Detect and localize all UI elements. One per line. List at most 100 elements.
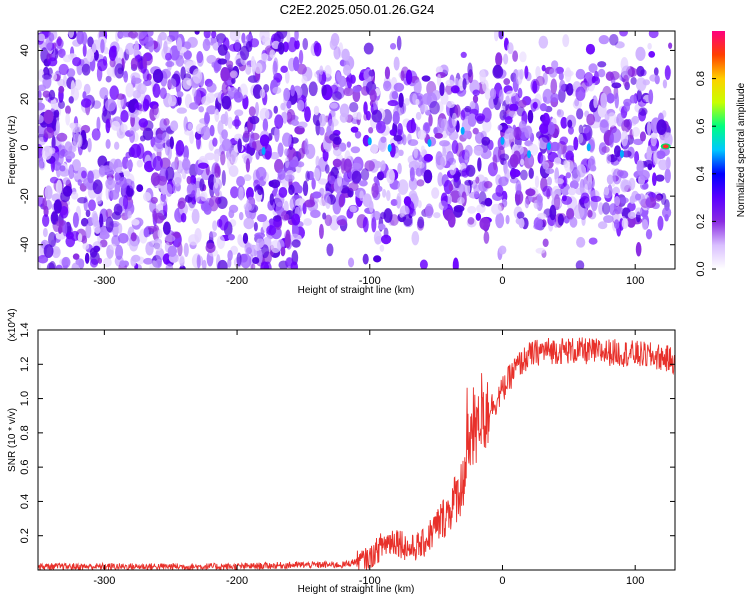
heatmap-blob — [152, 104, 159, 116]
heatmap-blob — [276, 31, 288, 39]
heatmap-blob — [49, 176, 59, 184]
heatmap-blob — [38, 114, 44, 124]
x-tick-label: 100 — [626, 575, 644, 587]
heatmap-blob — [120, 123, 128, 133]
heatmap-blob — [272, 86, 282, 94]
heatmap-blob — [167, 245, 178, 257]
snr-x-ticks: -300 -200 -100 0 100 — [93, 330, 644, 587]
heatmap-blob — [183, 50, 192, 60]
heatmap-blob — [42, 90, 51, 98]
heatmap-blob — [648, 89, 654, 105]
heatmap-blob — [469, 101, 476, 110]
heatmap-blob — [603, 186, 610, 196]
heatmap-blob — [105, 139, 111, 149]
heatmap-blob — [446, 100, 455, 109]
heatmap-blob — [249, 38, 260, 48]
heatmap-blob — [65, 112, 71, 126]
heatmap-blob — [58, 85, 65, 94]
heatmap-blob — [567, 126, 574, 135]
heatmap-blob — [113, 203, 123, 216]
heatmap-blob — [337, 172, 343, 187]
heatmap-blob — [318, 113, 327, 127]
heatmap-highlight — [546, 142, 551, 151]
heatmap-blob — [519, 51, 527, 63]
heatmap-blob — [513, 126, 522, 140]
heatmap-blob — [609, 33, 619, 46]
heatmap-blob — [280, 102, 286, 111]
heatmap-blob — [380, 136, 387, 143]
heatmap-blob — [175, 78, 182, 94]
heatmap-blob — [464, 179, 474, 186]
heatmap-blob — [92, 212, 99, 228]
heatmap-blob — [609, 134, 614, 148]
heatmap-blob — [143, 257, 154, 265]
heatmap-blob — [236, 252, 242, 267]
heatmap-blob — [336, 71, 341, 82]
heatmap-blob — [195, 133, 201, 150]
heatmap-blob — [152, 69, 164, 84]
heatmap-blob — [515, 180, 522, 195]
heatmap-blob — [566, 208, 575, 220]
y-tick-label: 0.6 — [19, 459, 31, 474]
heatmap-blob — [525, 188, 536, 197]
heatmap-blob — [409, 167, 415, 182]
heatmap-blob — [508, 110, 517, 117]
heatmap-blob — [437, 117, 445, 134]
heatmap-blob — [94, 226, 101, 234]
heatmap-blob — [171, 171, 182, 187]
heatmap-blob — [143, 94, 151, 107]
heatmap-blob — [170, 161, 178, 171]
heatmap-blob — [211, 31, 217, 39]
heatmap-blob — [498, 245, 507, 255]
heatmap-blob — [152, 155, 163, 171]
heatmap-blob — [252, 256, 260, 264]
heatmap-blob — [227, 116, 233, 129]
heatmap-blob — [597, 68, 606, 78]
heatmap-blob — [98, 231, 110, 240]
heatmap-blob — [239, 45, 250, 61]
heatmap-blob — [43, 126, 55, 139]
x-tick-label: -200 — [226, 275, 248, 287]
heatmap-blob — [635, 241, 642, 257]
heatmap-blob — [302, 180, 309, 197]
y-tick-label: 0.8 — [19, 425, 31, 440]
colorbar-tick-label: 0.6 — [695, 119, 707, 134]
heatmap-blob — [520, 158, 525, 166]
heatmap-blob — [77, 233, 83, 243]
heatmap-blob — [305, 143, 316, 160]
heatmap-blob — [341, 48, 350, 61]
heatmap-blob — [159, 157, 171, 170]
heatmap-blob — [445, 79, 455, 87]
heatmap-blob — [97, 257, 103, 264]
heatmap-blob — [518, 217, 525, 229]
heatmap-blob — [162, 221, 171, 235]
heatmap-blob — [396, 35, 402, 51]
heatmap-blob — [85, 223, 92, 239]
heatmap-blob — [631, 126, 641, 137]
heatmap-blob — [158, 31, 167, 41]
heatmap-blob — [72, 253, 80, 260]
heatmap-blob — [236, 175, 246, 187]
heatmap-blob — [165, 166, 175, 182]
heatmap-blob — [254, 62, 263, 74]
heatmap-blob — [363, 101, 368, 115]
heatmap-blob — [206, 105, 218, 115]
heatmap-blob — [167, 78, 177, 90]
heatmap-blob — [259, 134, 270, 147]
heatmap-blob — [475, 212, 482, 221]
heatmap-blob — [580, 192, 590, 204]
heatmap-blob — [111, 120, 121, 131]
heatmap-blob — [273, 218, 282, 228]
heatmap-blob — [55, 120, 60, 134]
heatmap-blob — [448, 183, 454, 192]
heatmap-blob — [184, 167, 190, 175]
heatmap-blob — [517, 87, 523, 99]
heatmap-blob — [70, 80, 76, 95]
heatmap-blob — [64, 141, 73, 155]
heatmap-blob — [587, 181, 592, 195]
heatmap-blob — [109, 243, 117, 251]
heatmap-blob — [627, 202, 636, 212]
heatmap-blob — [80, 98, 92, 108]
heatmap-blob — [304, 106, 311, 123]
heatmap-blob — [384, 66, 391, 80]
